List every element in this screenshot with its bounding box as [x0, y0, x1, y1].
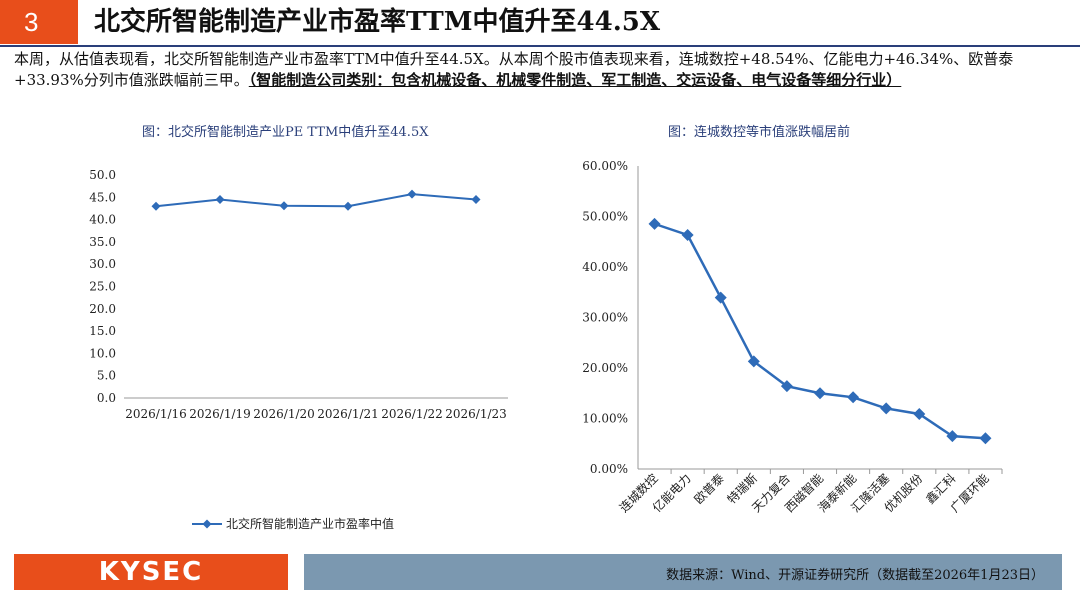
- x-tick-label: 2026/1/21: [317, 407, 379, 421]
- y-tick-label: 15.0: [89, 324, 116, 338]
- y-tick-label: 5.0: [97, 369, 116, 383]
- data-point: [279, 201, 289, 211]
- x-tick-label: 2026/1/23: [445, 407, 507, 421]
- summary-paragraph: 本周，从估值表现看，北交所智能制造产业市盈率TTM中值升至44.5X。从本周个股…: [14, 49, 1064, 91]
- left-chart-title: 图：北交所智能制造产业PE TTM中值升至44.5X: [142, 125, 429, 140]
- summary-text: 本周，从估值表现看，北交所智能制造产业市盈率TTM中值升至44.5X。从本周个股…: [14, 50, 1014, 89]
- series-line: [155, 193, 477, 208]
- footer-bar: 数据来源：Wind、开源证券研究所（数据截至2026年1月23日）: [304, 554, 1062, 590]
- data-point: [681, 228, 694, 241]
- y-tick-label: 30.00%: [582, 311, 628, 325]
- x-tick-label: 2026/1/16: [125, 407, 187, 421]
- y-tick-label: 20.0: [89, 302, 116, 316]
- data-point: [814, 387, 826, 400]
- data-point: [648, 217, 661, 230]
- y-tick-label: 50.0: [89, 168, 116, 182]
- data-point: [913, 407, 926, 420]
- y-tick-label: 20.00%: [582, 361, 628, 375]
- data-point: [979, 432, 992, 445]
- data-point: [407, 189, 417, 199]
- section-number: 3: [0, 0, 78, 44]
- data-point: [847, 391, 860, 404]
- legend-label: 北交所智能制造产业市盈率中值: [226, 516, 394, 531]
- x-tick-label: 2026/1/19: [189, 407, 251, 421]
- x-tick-label: 2026/1/20: [253, 407, 315, 421]
- y-tick-label: 10.0: [89, 346, 116, 360]
- y-tick-label: 0.0: [97, 391, 116, 405]
- y-tick-label: 50.00%: [582, 210, 628, 224]
- data-point: [343, 201, 353, 211]
- y-tick-label: 30.0: [89, 257, 116, 271]
- series-line: [654, 222, 986, 440]
- data-point: [946, 430, 959, 443]
- data-point: [471, 195, 481, 205]
- y-tick-label: 25.0: [89, 280, 116, 294]
- data-point: [880, 402, 893, 415]
- x-tick-label: 欧普泰: [691, 471, 726, 506]
- data-point: [747, 355, 760, 368]
- right-chart-title: 图：连城数控等市值涨跌幅居前: [668, 125, 851, 140]
- y-tick-label: 40.00%: [582, 260, 628, 274]
- y-tick-label: 60.00%: [582, 159, 628, 173]
- data-source: 数据来源：Wind、开源证券研究所（数据截至2026年1月23日）: [666, 568, 1044, 583]
- x-tick-label: 2026/1/22: [381, 407, 443, 421]
- page-title: 北交所智能制造产业市盈率TTM中值升至44.5X: [94, 7, 661, 37]
- logo-text: KYSEC: [98, 557, 204, 587]
- y-tick-label: 45.0: [89, 190, 116, 204]
- y-tick-label: 40.0: [89, 213, 116, 227]
- y-tick-label: 35.0: [89, 235, 116, 249]
- data-point: [714, 291, 727, 304]
- data-point: [780, 380, 793, 393]
- kysec-logo: KYSEC: [14, 554, 288, 590]
- y-tick-label: 0.00%: [590, 462, 628, 476]
- y-tick-label: 10.00%: [582, 412, 628, 426]
- data-point: [151, 201, 161, 211]
- header-rule: [0, 45, 1080, 47]
- summary-note: （智能制造公司类别：包含机械设备、机械零件制造、军工制造、交运设备、电气设备等细…: [248, 71, 902, 89]
- legend-marker: [202, 519, 212, 529]
- data-point: [215, 195, 225, 205]
- page-header: 3 北交所智能制造产业市盈率TTM中值升至44.5X: [0, 0, 1080, 44]
